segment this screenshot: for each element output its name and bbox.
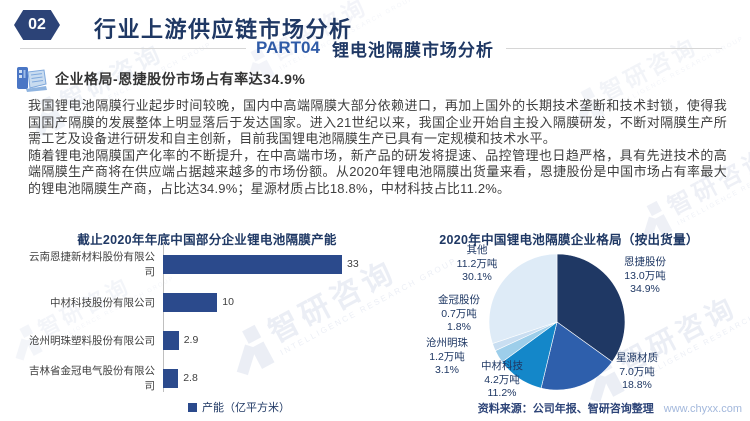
bar-row: 中材科技股份有限公司 10 bbox=[28, 283, 386, 321]
pie-label-cangzhou: 沧州明珠 1.2万吨 3.1% bbox=[426, 337, 468, 376]
bar-chart: 云南恩捷新材料股份有限公司 33 中材科技股份有限公司 10 沧州明珠塑料股份有… bbox=[28, 245, 386, 397]
watermark-text: 智研咨询 bbox=[596, 33, 703, 106]
footer: 资料来源：公司年报、智研咨询整理 www.chyxx.com bbox=[478, 400, 742, 416]
source-note: 资料来源：公司年报、智研咨询整理 bbox=[477, 403, 654, 415]
bar bbox=[163, 292, 218, 312]
bar bbox=[163, 330, 179, 350]
pie-label-other: 其他 11.2万吨 30.1% bbox=[456, 244, 498, 283]
bar-value-label: 33 bbox=[347, 258, 359, 270]
website-link[interactable]: www.chyxx.com bbox=[663, 403, 742, 415]
bar-value-label: 2.9 bbox=[183, 334, 199, 346]
divider-left bbox=[20, 47, 246, 49]
bar-row: 云南恩捷新材料股份有限公司 33 bbox=[28, 245, 386, 283]
legend-swatch bbox=[188, 402, 197, 412]
bar-row: 沧州明珠塑料股份有限公司 2.9 bbox=[28, 321, 386, 359]
section-number-badge: 02 bbox=[14, 10, 60, 40]
part-label: PART04 bbox=[256, 38, 320, 57]
pie-label-enjie: 恩捷股份 13.0万吨 34.9% bbox=[624, 256, 666, 295]
bar-value-label: 10 bbox=[222, 296, 234, 308]
pie-slice bbox=[556, 253, 626, 363]
paragraph-2: 随着锂电池隔膜国产化率的不断提升，在中高端市场，新产品的研发将提速、品控管理也日… bbox=[28, 147, 727, 196]
bar-chart-axis bbox=[163, 242, 164, 392]
legend-label: 产能（亿平方米） bbox=[202, 402, 290, 414]
slide-subtitle: 企业格局-恩捷股份市场占有率达34.9% bbox=[55, 71, 306, 87]
paragraph-1: 我国锂电池隔膜行业起步时间较晚，国内中高端隔膜大部分依赖进口，再加上国外的长期技… bbox=[28, 98, 727, 147]
pie-chart-panel: 2020年中国锂电池隔膜企业格局（按出货量） 恩捷股份 13.0万吨 34.9%… bbox=[392, 224, 746, 418]
bar-chart-title: 截止2020年年底中国部分企业锂电池隔膜产能 bbox=[77, 233, 337, 247]
subtitle-row: 企业格局-恩捷股份市场占有率达34.9% bbox=[16, 63, 305, 95]
part-heading-row: PART04 锂电池隔膜市场分析 bbox=[20, 38, 722, 60]
body-text: 我国锂电池隔膜行业起步时间较晚，国内中高端隔膜大部分依赖进口，再加上国外的长期技… bbox=[28, 98, 727, 198]
divider-right bbox=[505, 47, 722, 49]
bar bbox=[163, 368, 179, 388]
computer-report-icon bbox=[17, 67, 47, 92]
bar-chart-panel: 截止2020年年底中国部分企业锂电池隔膜产能 云南恩捷新材料股份有限公司 33 … bbox=[28, 224, 386, 418]
pie-label-zhongcai: 中材科技 4.2万吨 11.2% bbox=[481, 360, 523, 399]
bar-category-label: 沧州明珠塑料股份有限公司 bbox=[29, 334, 155, 347]
bar-category-label: 中材科技股份有限公司 bbox=[50, 296, 155, 309]
pie-chart-title: 2020年中国锂电池隔膜企业格局（按出货量） bbox=[439, 233, 699, 247]
pie-chart bbox=[488, 253, 626, 391]
section-number: 02 bbox=[28, 16, 46, 33]
pie-label-xingyuan: 星源材质 7.0万吨 18.8% bbox=[616, 352, 658, 391]
pie-label-jinguan: 金冠股份 0.7万吨 1.8% bbox=[438, 294, 480, 333]
bar-category-label: 吉林省金冠电气股份有限公司 bbox=[29, 365, 155, 392]
bar bbox=[163, 254, 342, 274]
part-title: 锂电池隔膜市场分析 bbox=[331, 40, 494, 60]
bar-value-label: 2.8 bbox=[183, 372, 198, 384]
pie-slice bbox=[540, 321, 613, 391]
bar-category-label: 云南恩捷新材料股份有限公司 bbox=[29, 251, 155, 278]
bar-chart-legend: 产能（亿平方米） bbox=[188, 399, 290, 415]
pie-slice bbox=[488, 253, 558, 344]
bar-row: 吉林省金冠电气股份有限公司 2.8 bbox=[28, 359, 386, 397]
page-title: 行业上游供应链市场分析 bbox=[94, 17, 353, 42]
